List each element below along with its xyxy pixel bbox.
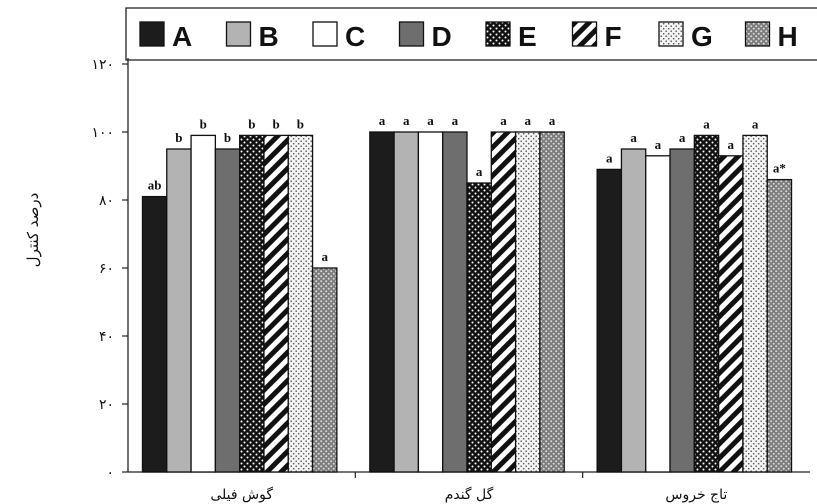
x-category-label: گوش فیلی	[210, 486, 273, 503]
significance-letter: a	[679, 130, 686, 145]
significance-letter: a	[476, 164, 483, 179]
significance-letter: a	[427, 113, 434, 128]
significance-letter: b	[175, 130, 182, 145]
significance-letter: a	[549, 113, 556, 128]
bar	[466, 182, 492, 473]
bar	[442, 131, 468, 473]
significance-letter: a*	[773, 161, 786, 176]
bar	[141, 195, 168, 473]
y-tick-label: ۶۰	[99, 261, 114, 277]
bar	[287, 134, 314, 473]
y-tick-label: ۸۰	[99, 193, 114, 209]
legend-label: H	[778, 21, 798, 52]
bar	[417, 131, 444, 473]
bar	[742, 134, 768, 473]
x-category-label: گل گندم	[445, 486, 494, 503]
bar	[190, 134, 217, 473]
significance-letter: a	[630, 130, 637, 145]
bar	[369, 131, 395, 473]
legend-label: E	[518, 21, 537, 52]
significance-letter: b	[248, 116, 255, 131]
legend-label: D	[432, 21, 452, 52]
bar	[393, 131, 420, 473]
bar	[166, 148, 192, 473]
significance-letter: ab	[148, 178, 162, 193]
significance-letter: a	[500, 113, 507, 128]
significance-letter: a	[525, 113, 532, 128]
bar	[766, 178, 793, 473]
bar	[311, 267, 338, 473]
significance-letter: a	[452, 113, 459, 128]
legend-swatch	[485, 21, 511, 47]
legend: A B C D E F G H	[125, 7, 817, 61]
bar	[539, 131, 565, 473]
y-tick-label: ۱۲۰	[91, 57, 114, 73]
legend-swatch	[225, 21, 252, 47]
significance-letter: b	[272, 116, 279, 131]
bar	[645, 155, 671, 473]
x-category-label: تاج خروس	[665, 487, 727, 503]
bar	[214, 148, 241, 473]
legend-swatch	[312, 21, 338, 47]
significance-letter: a	[606, 150, 613, 165]
significance-letter: a	[752, 116, 759, 131]
legend-label: A	[172, 21, 192, 52]
y-tick-label: ۲۰	[99, 397, 114, 413]
significance-letter: a	[655, 137, 662, 152]
y-tick-label: ۴۰	[99, 329, 114, 345]
y-tick-label: ۱۰۰	[91, 125, 114, 141]
legend-swatch	[744, 21, 771, 47]
bar	[620, 148, 647, 473]
bar	[693, 134, 720, 473]
legend-label: G	[691, 21, 713, 52]
legend-swatch	[139, 21, 165, 47]
legend-label: F	[605, 21, 622, 52]
bar	[239, 134, 265, 473]
legend-swatch	[571, 21, 598, 47]
significance-letter: a	[703, 116, 710, 131]
bar	[514, 131, 541, 473]
significance-letter: b	[224, 130, 231, 145]
significance-letter: b	[200, 116, 207, 131]
legend-label: C	[345, 21, 365, 52]
significance-letter: b	[297, 116, 304, 131]
significance-letter: a	[379, 113, 386, 128]
bar	[717, 155, 744, 473]
significance-letter: a	[321, 249, 328, 264]
bar	[263, 134, 289, 473]
y-tick-label: ۰	[106, 465, 114, 481]
y-axis-label: درصد کنترل	[24, 193, 42, 268]
legend-swatch	[658, 21, 684, 47]
significance-letter: a	[728, 137, 735, 152]
legend-swatch	[398, 21, 425, 47]
bar	[596, 168, 623, 473]
significance-letter: a	[403, 113, 410, 128]
bar	[669, 148, 695, 473]
legend-label: B	[259, 21, 279, 52]
bars: ab b b b b b b a a a a a a a a a a a a a a a a a*	[141, 113, 793, 473]
bar	[490, 131, 517, 473]
